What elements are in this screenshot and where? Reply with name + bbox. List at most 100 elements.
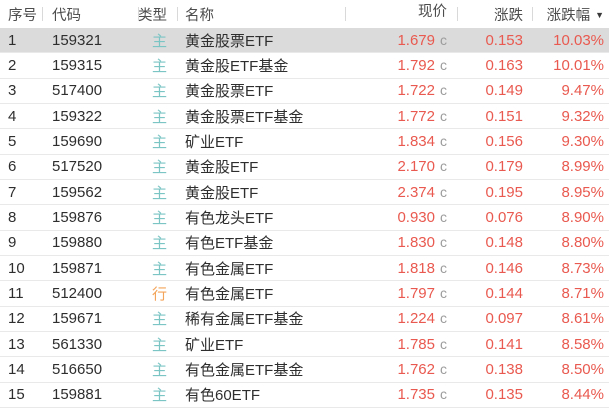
header-code-label: 代码 [52, 7, 81, 24]
cell-pct: 8.95% [532, 184, 609, 201]
price-suffix: c [440, 259, 447, 276]
price-value: 0.930 [397, 208, 435, 226]
cell-code: 159671 [52, 310, 103, 328]
table-row[interactable]: 15 159881 主 有色60ETF 1.735 c 0.135 8.44% [0, 382, 609, 408]
cell-index: 6 [8, 158, 17, 176]
pct-value: 8.61% [561, 310, 604, 328]
cell-name: 有色金属ETF [185, 260, 274, 278]
cell-name: 矿业ETF [185, 133, 244, 151]
cell-index: 9 [8, 234, 17, 252]
table-row[interactable]: 14 516650 主 有色金属ETF基金 1.762 c 0.138 8.50… [0, 357, 609, 383]
cell-name: 黄金股ETF [185, 184, 259, 202]
cell-index: 3 [8, 82, 17, 100]
change-value: 0.156 [485, 132, 523, 150]
table-row[interactable]: 9 159880 主 有色ETF基金 1.830 c 0.148 8.80% [0, 230, 609, 256]
cell-pct: 8.73% [532, 260, 609, 277]
cell-index: 7 [8, 183, 17, 201]
table-header-row: 序号 代码 类型 名称 现价 涨跌 涨跌幅 ▼ [0, 0, 609, 28]
cell-code: 159871 [52, 259, 103, 277]
header-pct-sort[interactable]: 涨跌幅 ▼ [532, 0, 609, 28]
cell-code: 159881 [52, 386, 103, 404]
cell-index: 14 [8, 360, 25, 378]
cell-type-badge: 主 [151, 57, 167, 75]
header-type[interactable]: 类型 [138, 0, 177, 28]
cell-code: 159321 [52, 31, 103, 49]
pct-value: 8.50% [561, 360, 604, 378]
cell-name: 有色金属ETF [185, 285, 274, 303]
table-row[interactable]: 8 159876 主 有色龙头ETF 0.930 c 0.076 8.90% [0, 205, 609, 231]
cell-code: 159880 [52, 234, 103, 252]
table-row[interactable]: 13 561330 主 矿业ETF 1.785 c 0.141 8.58% [0, 331, 609, 358]
cell-name: 矿业ETF [185, 336, 244, 354]
change-value: 0.153 [485, 31, 523, 49]
header-name-label: 名称 [185, 7, 214, 24]
pct-value: 8.44% [561, 386, 604, 404]
header-name[interactable]: 名称 [177, 0, 345, 28]
cell-type-badge: 主 [151, 311, 167, 329]
cell-price: 1.772 c [345, 108, 457, 125]
cell-change: 0.146 [457, 260, 532, 277]
change-value: 0.141 [485, 335, 523, 353]
cell-type-badge: 主 [151, 235, 167, 253]
cell-code: 159690 [52, 132, 103, 150]
sort-desc-triangle-icon: ▼ [595, 10, 604, 20]
price-suffix: c [440, 234, 447, 251]
cell-type-badge: 主 [151, 336, 167, 354]
cell-price: 1.762 c [345, 361, 457, 378]
cell-type-badge: 主 [151, 32, 167, 50]
table-row[interactable]: 11 512400 行 有色金属ETF 1.797 c 0.144 8.71% [0, 281, 609, 307]
cell-change: 0.135 [457, 386, 532, 403]
price-value: 1.762 [397, 360, 435, 378]
change-value: 0.076 [485, 208, 523, 226]
cell-index: 15 [8, 386, 25, 404]
cell-price: 1.797 c [345, 285, 457, 302]
header-change[interactable]: 涨跌 [457, 0, 532, 28]
table-row[interactable]: 3 517400 主 黄金股票ETF 1.722 c 0.149 9.47% [0, 78, 609, 104]
cell-change: 0.097 [457, 310, 532, 327]
pct-value: 8.73% [561, 259, 604, 277]
change-value: 0.149 [485, 82, 523, 100]
cell-code: 159876 [52, 208, 103, 226]
price-value: 1.772 [397, 107, 435, 125]
cell-change: 0.141 [457, 336, 532, 353]
cell-price: 1.722 c [345, 82, 457, 99]
cell-code: 159562 [52, 183, 103, 201]
cell-name: 黄金股票ETF基金 [185, 108, 304, 126]
table-row[interactable]: 2 159315 主 黄金股ETF基金 1.792 c 0.163 10.01% [0, 53, 609, 79]
cell-name: 黄金股票ETF [185, 83, 274, 101]
cell-type-badge: 主 [151, 209, 167, 227]
cell-name: 有色60ETF [185, 387, 261, 405]
cell-pct: 9.32% [532, 108, 609, 125]
cell-name: 有色金属ETF基金 [185, 361, 304, 379]
header-code[interactable]: 代码 [42, 0, 138, 28]
table-row[interactable]: 1 159321 主 黄金股票ETF 1.679 c 0.153 10.03% [0, 28, 609, 54]
cell-pct: 10.01% [532, 57, 609, 74]
pct-value: 8.95% [561, 183, 604, 201]
cell-change: 0.149 [457, 82, 532, 99]
table-row[interactable]: 5 159690 主 矿业ETF 1.834 c 0.156 9.30% [0, 129, 609, 155]
header-index[interactable]: 序号 [0, 0, 42, 28]
cell-type-badge: 行 [151, 285, 167, 303]
table-row[interactable]: 12 159671 主 稀有金属ETF基金 1.224 c 0.097 8.61… [0, 306, 609, 332]
cell-code: 517400 [52, 82, 103, 100]
cell-type-badge: 主 [151, 361, 167, 379]
pct-value: 8.71% [561, 284, 604, 302]
table-row[interactable]: 6 517520 主 黄金股ETF 2.170 c 0.179 8.99% [0, 154, 609, 180]
cell-price: 1.679 c [345, 32, 457, 49]
table-row[interactable]: 4 159322 主 黄金股票ETF基金 1.772 c 0.151 9.32% [0, 103, 609, 130]
price-value: 1.785 [397, 335, 435, 353]
cell-index: 1 [8, 31, 17, 49]
price-value: 1.830 [397, 234, 435, 252]
header-price-label: 现价 [418, 4, 447, 20]
header-price[interactable]: 现价 [345, 0, 457, 28]
price-value: 2.374 [397, 183, 435, 201]
price-suffix: c [440, 158, 447, 175]
table-row[interactable]: 7 159562 主 黄金股ETF 2.374 c 0.195 8.95% [0, 179, 609, 206]
cell-pct: 8.80% [532, 234, 609, 251]
cell-index: 13 [8, 335, 25, 353]
change-value: 0.179 [485, 158, 523, 176]
table-row[interactable]: 10 159871 主 有色金属ETF 1.818 c 0.146 8.73% [0, 255, 609, 282]
cell-type-badge: 主 [151, 108, 167, 126]
cell-index: 4 [8, 107, 17, 125]
